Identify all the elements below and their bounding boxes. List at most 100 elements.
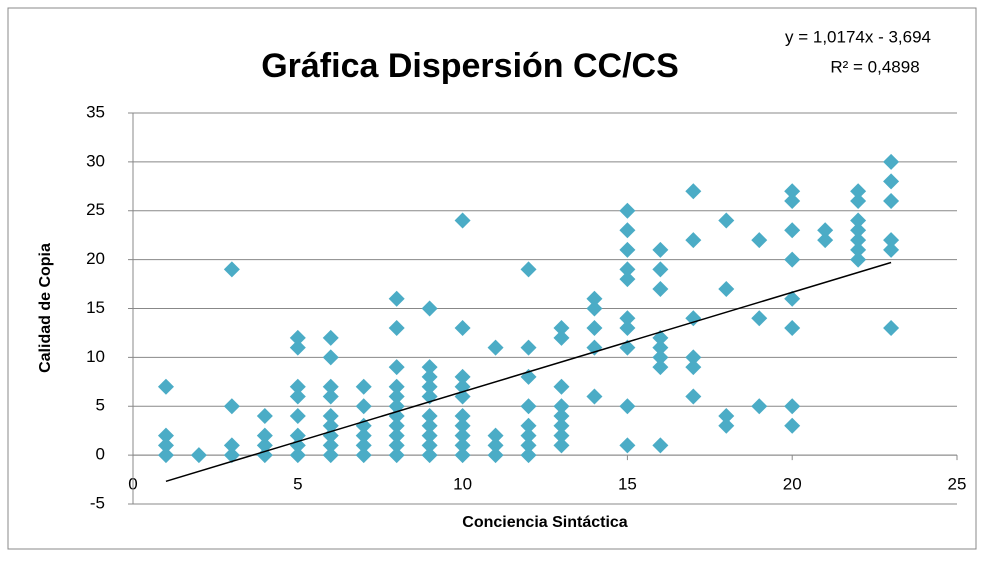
point bbox=[223, 398, 240, 415]
point bbox=[388, 408, 405, 425]
point bbox=[553, 437, 570, 454]
point bbox=[520, 447, 537, 464]
point bbox=[520, 339, 537, 356]
point bbox=[289, 447, 306, 464]
point bbox=[586, 320, 603, 337]
point bbox=[454, 447, 471, 464]
point bbox=[619, 241, 636, 258]
point bbox=[619, 271, 636, 288]
point bbox=[553, 320, 570, 337]
point bbox=[718, 417, 735, 434]
point bbox=[586, 300, 603, 317]
point bbox=[850, 232, 867, 249]
point bbox=[718, 212, 735, 229]
point bbox=[157, 427, 174, 444]
y-tick-label: 15 bbox=[86, 298, 105, 317]
point bbox=[850, 241, 867, 258]
x-tick-label: 10 bbox=[453, 475, 472, 494]
point bbox=[751, 310, 768, 327]
point bbox=[652, 280, 669, 297]
y-tick-label: -5 bbox=[90, 493, 105, 512]
point bbox=[157, 378, 174, 395]
point bbox=[619, 222, 636, 239]
y-axis-label: Calidad de Copia bbox=[37, 243, 54, 373]
y-tick-label: 5 bbox=[96, 396, 105, 415]
point bbox=[355, 417, 372, 434]
point bbox=[421, 300, 438, 317]
point bbox=[553, 398, 570, 415]
point bbox=[388, 388, 405, 405]
point bbox=[388, 427, 405, 444]
point bbox=[817, 222, 834, 239]
point bbox=[388, 359, 405, 376]
point bbox=[553, 408, 570, 425]
y-tick-label: 20 bbox=[86, 249, 105, 268]
point bbox=[355, 437, 372, 454]
point bbox=[520, 261, 537, 278]
point bbox=[289, 329, 306, 346]
point bbox=[223, 437, 240, 454]
point bbox=[619, 261, 636, 278]
point bbox=[586, 290, 603, 307]
trendline bbox=[165, 261, 892, 483]
point bbox=[784, 251, 801, 268]
point bbox=[223, 261, 240, 278]
point bbox=[322, 447, 339, 464]
point bbox=[883, 153, 900, 170]
point bbox=[784, 183, 801, 200]
point bbox=[883, 232, 900, 249]
point bbox=[553, 378, 570, 395]
point bbox=[850, 222, 867, 239]
point bbox=[652, 339, 669, 356]
point bbox=[157, 447, 174, 464]
point bbox=[421, 368, 438, 385]
point bbox=[520, 417, 537, 434]
point bbox=[487, 447, 504, 464]
point bbox=[586, 339, 603, 356]
y-tick-label: 35 bbox=[86, 102, 105, 121]
point bbox=[322, 437, 339, 454]
point bbox=[553, 427, 570, 444]
point bbox=[520, 398, 537, 415]
y-tick-label: 30 bbox=[86, 151, 105, 170]
point bbox=[421, 378, 438, 395]
chart-border bbox=[7, 7, 977, 550]
point bbox=[685, 349, 702, 366]
point bbox=[355, 447, 372, 464]
point bbox=[322, 427, 339, 444]
point bbox=[388, 320, 405, 337]
point bbox=[355, 378, 372, 395]
point bbox=[421, 437, 438, 454]
point bbox=[256, 408, 273, 425]
point bbox=[685, 310, 702, 327]
x-axis-label: Conciencia Sintáctica bbox=[462, 514, 627, 531]
point bbox=[850, 251, 867, 268]
point bbox=[454, 427, 471, 444]
point bbox=[850, 192, 867, 209]
point bbox=[388, 437, 405, 454]
point bbox=[883, 192, 900, 209]
point bbox=[289, 388, 306, 405]
point bbox=[289, 339, 306, 356]
point bbox=[256, 427, 273, 444]
point bbox=[322, 349, 339, 366]
x-tick-label: 15 bbox=[618, 475, 637, 494]
point bbox=[619, 320, 636, 337]
point bbox=[718, 280, 735, 297]
x-tick-label: 5 bbox=[293, 475, 302, 494]
point bbox=[784, 290, 801, 307]
point bbox=[388, 417, 405, 434]
chart-title: Gráfica Dispersión CC/CS bbox=[261, 47, 679, 85]
r-squared: R² = 0,4898 bbox=[830, 57, 919, 76]
point bbox=[619, 202, 636, 219]
point bbox=[487, 339, 504, 356]
point bbox=[817, 232, 834, 249]
point bbox=[322, 329, 339, 346]
point bbox=[289, 437, 306, 454]
equation: y = 1,0174x - 3,694 bbox=[785, 27, 931, 46]
point bbox=[289, 408, 306, 425]
point bbox=[322, 378, 339, 395]
x-tick-label: 25 bbox=[948, 475, 967, 494]
x-tick-label: 20 bbox=[783, 475, 802, 494]
point bbox=[421, 359, 438, 376]
